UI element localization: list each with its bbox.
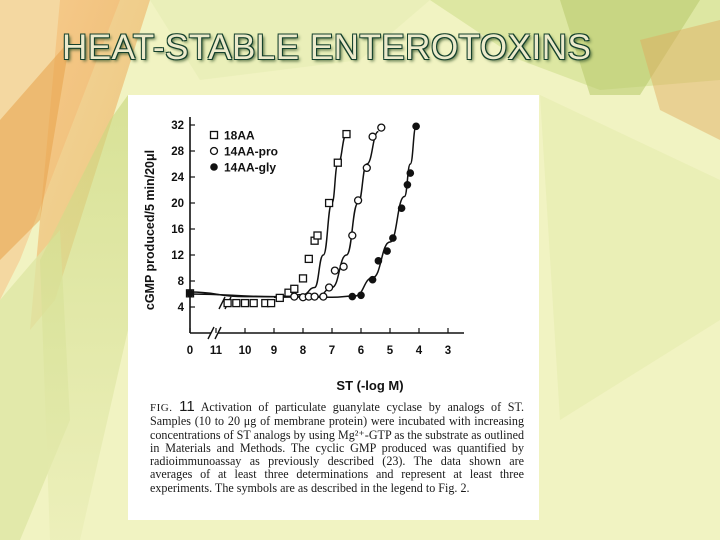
x-tick-label: 3 bbox=[445, 345, 451, 357]
data-point-14aa-pro bbox=[324, 283, 334, 292]
y-tick-label: 16 bbox=[171, 224, 184, 236]
caption-number: 11 bbox=[179, 398, 195, 415]
data-point-14aa-gly bbox=[412, 122, 420, 131]
legend-label-14aa-gly: 14AA-gly bbox=[224, 161, 276, 175]
figure-panel: 4 8 12 16 20 24 28 32 0 11 10 9 8 7 6 5 4 3 18AA 14AA-pro 1… bbox=[128, 95, 539, 520]
chart-legend: 18AA 14AA-pro 14AA-gly bbox=[209, 129, 278, 175]
legend-label-18aa: 18AA bbox=[224, 129, 255, 143]
slide-title: HEAT-STABLE ENTEROTOXINS bbox=[62, 28, 592, 67]
data-point-18aa bbox=[304, 254, 313, 264]
data-point-14aa-gly bbox=[389, 234, 397, 242]
x-tick-label: 6 bbox=[358, 345, 364, 357]
chart-points bbox=[185, 122, 420, 308]
data-point-14aa-gly bbox=[406, 169, 415, 177]
legend-marker-14aa-pro bbox=[209, 146, 219, 156]
y-tick-label: 4 bbox=[178, 302, 185, 314]
data-point-18aa bbox=[266, 298, 276, 308]
curve-14aa-pro bbox=[273, 130, 379, 298]
data-point-14aa-pro bbox=[377, 123, 386, 132]
data-point-14aa-gly bbox=[374, 257, 383, 265]
data-point-14aa-gly bbox=[383, 247, 391, 255]
x-tick-label: 7 bbox=[329, 345, 335, 357]
data-point-18aa bbox=[240, 298, 250, 308]
data-point-14aa-gly bbox=[348, 292, 357, 301]
y-tick-label: 12 bbox=[171, 250, 184, 262]
data-point-14aa-gly bbox=[357, 291, 365, 300]
data-point-18aa bbox=[290, 284, 299, 293]
data-point-14aa-pro bbox=[319, 292, 328, 301]
data-point-18aa bbox=[223, 298, 232, 308]
legend-label-14aa-pro: 14AA-pro bbox=[224, 145, 278, 159]
y-tick-label: 28 bbox=[171, 146, 184, 158]
x-tick-label: 8 bbox=[300, 345, 307, 357]
data-point-18aa bbox=[232, 298, 241, 308]
legend-marker-14aa-gly bbox=[210, 163, 218, 171]
y-axis-label: cGMP produced/5 min/20μl bbox=[143, 150, 157, 310]
x-tick-label: 4 bbox=[416, 345, 423, 357]
x-tick-label: 11 bbox=[210, 345, 223, 357]
caption-label: FIG. bbox=[150, 402, 173, 414]
data-point-14aa-gly bbox=[186, 289, 194, 298]
data-point-18aa bbox=[342, 129, 351, 139]
y-tick-label: 8 bbox=[178, 276, 185, 288]
data-point-18aa bbox=[313, 231, 322, 240]
data-point-14aa-pro bbox=[310, 292, 319, 301]
data-point-14aa-pro bbox=[330, 266, 340, 275]
caption-text: Activation of particulate guanylate cycl… bbox=[150, 400, 524, 495]
x-axis-label: ST (-log M) bbox=[336, 378, 403, 393]
x-tick-label: 5 bbox=[387, 345, 394, 357]
data-point-14aa-pro bbox=[290, 292, 299, 301]
y-tick-label: 20 bbox=[171, 198, 184, 210]
x-tick-label: 10 bbox=[239, 345, 252, 357]
data-point-14aa-gly bbox=[397, 204, 406, 212]
data-point-18aa bbox=[324, 198, 334, 208]
data-point-14aa-pro bbox=[353, 196, 363, 205]
x-axis-break-mark bbox=[214, 326, 222, 340]
data-point-18aa bbox=[333, 158, 342, 167]
data-point-18aa bbox=[275, 293, 284, 303]
figure-caption: FIG. 11 Activation of particulate guanyl… bbox=[150, 398, 524, 495]
data-point-14aa-gly bbox=[403, 181, 412, 189]
x-tick-label: 9 bbox=[271, 345, 277, 357]
data-point-18aa bbox=[249, 298, 258, 308]
data-point-18aa bbox=[298, 274, 308, 283]
data-point-14aa-pro bbox=[362, 163, 371, 173]
data-point-14aa-gly bbox=[368, 275, 377, 284]
x-tick-label: 0 bbox=[187, 345, 193, 357]
y-tick-label: 24 bbox=[171, 172, 184, 184]
y-tick-label: 32 bbox=[171, 120, 184, 132]
data-point-14aa-pro bbox=[348, 231, 357, 240]
x-axis-break-mark bbox=[207, 326, 215, 340]
data-point-14aa-pro bbox=[368, 132, 377, 141]
data-point-14aa-pro bbox=[339, 262, 348, 271]
legend-marker-18aa bbox=[209, 130, 219, 140]
